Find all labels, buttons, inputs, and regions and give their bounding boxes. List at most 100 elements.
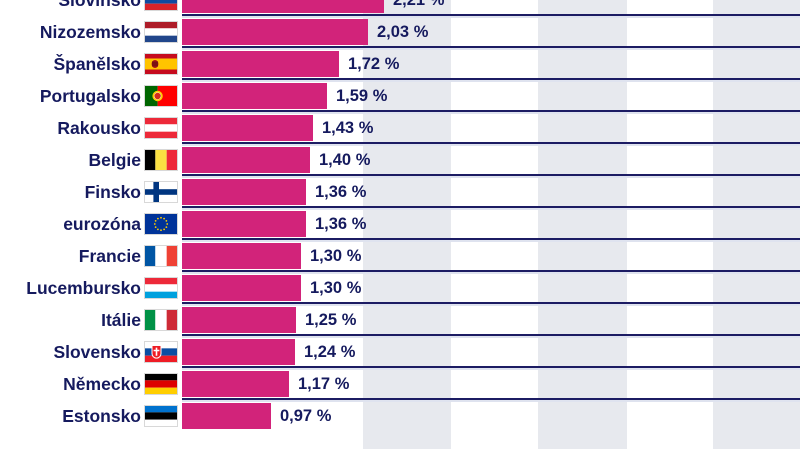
value-label: 1,17 % xyxy=(298,375,350,393)
chart-row: Finsko 1,36 % xyxy=(0,174,800,208)
row-separator-highlight xyxy=(182,368,800,370)
value-bar xyxy=(182,211,306,237)
chart-row: Rakousko 1,43 % xyxy=(0,110,800,144)
row-separator-highlight xyxy=(182,272,800,274)
value-bar xyxy=(182,0,384,13)
value-label: 0,97 % xyxy=(280,407,332,425)
row-separator xyxy=(182,206,800,208)
chart-row: Lucembursko 1,30 % xyxy=(0,270,800,304)
chart-row: Španělsko 1,72 % xyxy=(0,46,800,80)
chart-row: Portugalsko 1,59 % xyxy=(0,78,800,112)
flag-eu-icon xyxy=(144,213,178,235)
chart-row: Itálie 1,25 % xyxy=(0,302,800,336)
value-bar xyxy=(182,275,301,301)
row-separator-highlight xyxy=(182,80,800,82)
value-bar xyxy=(182,51,339,77)
value-label: 1,25 % xyxy=(305,311,357,329)
value-label: 1,36 % xyxy=(315,183,367,201)
value-label: 1,43 % xyxy=(322,119,374,137)
row-separator-highlight xyxy=(182,336,800,338)
chart-row: Belgie 1,40 % xyxy=(0,142,800,176)
grid-band-2 xyxy=(538,0,627,449)
chart-row: Slovinsko 2,21 % xyxy=(0,0,800,16)
value-label: 2,21 % xyxy=(393,0,445,9)
value-label: 1,72 % xyxy=(348,55,400,73)
value-bar xyxy=(182,307,296,333)
row-separator-highlight xyxy=(182,208,800,210)
flag-austria-icon xyxy=(144,117,178,139)
row-separator xyxy=(182,174,800,176)
row-separator xyxy=(182,398,800,400)
flag-slovenia-icon xyxy=(144,0,178,11)
value-label: 1,30 % xyxy=(310,279,362,297)
row-separator xyxy=(182,78,800,80)
row-separator xyxy=(182,366,800,368)
row-separator xyxy=(182,46,800,48)
row-separator-highlight xyxy=(182,400,800,402)
chart-row: Estonsko 0,97 % xyxy=(0,398,800,432)
flag-finland-icon xyxy=(144,181,178,203)
row-separator xyxy=(182,334,800,336)
row-separator xyxy=(182,302,800,304)
country-label: Finsko xyxy=(84,182,141,202)
chart-row: Nizozemsko 2,03 % xyxy=(0,14,800,48)
flag-netherlands-icon xyxy=(144,21,178,43)
grid-band-1 xyxy=(363,0,451,449)
value-bar xyxy=(182,83,327,109)
value-bar xyxy=(182,243,301,269)
row-separator-highlight xyxy=(182,144,800,146)
chart-row: Slovensko 1,24 % xyxy=(0,334,800,368)
country-label: Slovensko xyxy=(53,342,141,362)
flag-germany-icon xyxy=(144,373,178,395)
row-separator xyxy=(182,14,800,16)
row-separator-highlight xyxy=(182,16,800,18)
flag-italy-icon xyxy=(144,309,178,331)
value-label: 1,40 % xyxy=(319,151,371,169)
chart-row: eurozóna 1,36 % xyxy=(0,206,800,240)
flag-estonia-icon xyxy=(144,405,178,427)
country-label: Lucembursko xyxy=(26,278,141,298)
value-label: 2,03 % xyxy=(377,23,429,41)
row-separator xyxy=(182,270,800,272)
country-label: Belgie xyxy=(88,150,141,170)
row-separator-highlight xyxy=(182,48,800,50)
country-label: Rakousko xyxy=(57,118,141,138)
row-separator xyxy=(182,238,800,240)
value-bar xyxy=(182,115,313,141)
country-label: Itálie xyxy=(101,310,141,330)
value-bar xyxy=(182,403,271,429)
flag-portugal-icon xyxy=(144,85,178,107)
chart-row: Německo 1,17 % xyxy=(0,366,800,400)
value-label: 1,36 % xyxy=(315,215,367,233)
value-bar xyxy=(182,179,306,205)
row-separator xyxy=(182,110,800,112)
country-label: eurozóna xyxy=(63,214,141,234)
value-label: 1,59 % xyxy=(336,87,388,105)
grid-band-3 xyxy=(713,0,800,449)
country-label: Španělsko xyxy=(53,54,141,74)
country-label: Nizozemsko xyxy=(39,22,141,42)
flag-belgium-icon xyxy=(144,149,178,171)
country-label: Estonsko xyxy=(62,406,141,426)
value-bar xyxy=(182,147,310,173)
country-label: Portugalsko xyxy=(39,86,141,106)
row-separator-highlight xyxy=(182,112,800,114)
value-label: 1,30 % xyxy=(310,247,362,265)
row-separator-highlight xyxy=(182,176,800,178)
chart-row: Francie 1,30 % xyxy=(0,238,800,272)
flag-luxembourg-icon xyxy=(144,277,178,299)
flag-france-icon xyxy=(144,245,178,267)
row-separator-highlight xyxy=(182,304,800,306)
flag-spain-icon xyxy=(144,53,178,75)
value-bar xyxy=(182,339,295,365)
value-bar xyxy=(182,371,289,397)
country-label: Německo xyxy=(63,374,141,394)
value-bar xyxy=(182,19,368,45)
row-separator xyxy=(182,142,800,144)
flag-slovakia-icon xyxy=(144,341,178,363)
country-label: Francie xyxy=(78,246,141,266)
country-label: Slovinsko xyxy=(58,0,141,10)
value-label: 1,24 % xyxy=(304,343,356,361)
